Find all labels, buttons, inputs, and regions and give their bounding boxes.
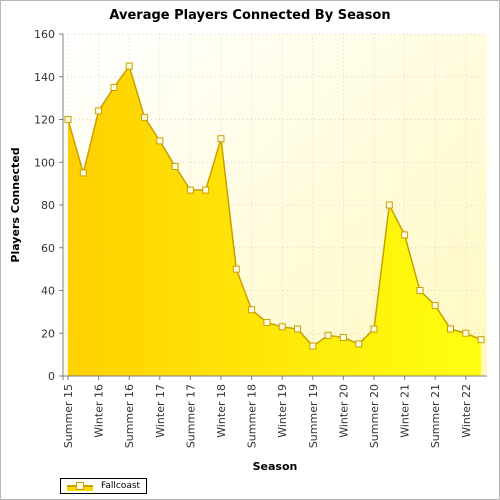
data-point (202, 186, 210, 194)
legend: Fallcoast (60, 478, 148, 494)
y-tick-label: 0 (48, 370, 55, 383)
data-point (462, 329, 470, 337)
x-tick-label: Summer 18 (246, 384, 259, 448)
data-point (248, 306, 256, 314)
x-tick-label: Summer 16 (123, 384, 136, 448)
data-point (186, 186, 194, 194)
data-point (447, 325, 454, 333)
data-point (309, 342, 317, 350)
data-point (416, 287, 424, 294)
x-tick-label: Summer 15 (62, 384, 75, 448)
x-tick-label: Winter 16 (93, 384, 106, 438)
data-point (64, 116, 72, 123)
y-tick-label: 20 (41, 327, 55, 340)
data-point (355, 340, 363, 348)
x-tick-label: Summer 20 (368, 384, 381, 448)
x-axis-label: Season (253, 460, 298, 473)
x-tick-label: Winter 18 (215, 384, 228, 438)
data-point (125, 62, 133, 70)
data-point (339, 334, 347, 342)
data-point (385, 201, 393, 209)
y-tick-label: 100 (34, 156, 55, 169)
data-point (95, 107, 103, 115)
x-tick-label: Summer 21 (429, 384, 442, 448)
x-tick-label: Winter 22 (460, 384, 473, 438)
y-tick-label: 160 (34, 28, 55, 41)
data-point (431, 301, 439, 309)
data-point (217, 135, 225, 143)
y-tick-label: 60 (41, 242, 55, 255)
data-point (477, 336, 485, 344)
data-point (156, 137, 164, 145)
series-line (67, 64, 482, 348)
x-tick-label: Winter 19 (276, 384, 289, 438)
x-tick-label: Winter 21 (399, 384, 412, 438)
y-tick-label: 140 (34, 71, 55, 84)
data-point (278, 323, 286, 331)
data-point (171, 163, 179, 171)
x-tick-label: Summer 19 (307, 384, 320, 448)
y-tick-label: 80 (41, 199, 55, 212)
data-point (263, 319, 271, 327)
y-axis-label: Players Connected (9, 147, 22, 262)
legend-swatch (65, 480, 95, 492)
data-point (79, 169, 87, 177)
x-tick-label: Winter 17 (154, 384, 167, 438)
data-point (294, 325, 301, 333)
data-point (370, 325, 378, 333)
x-tick-label: Summer 17 (184, 384, 197, 448)
chart-title: Average Players Connected By Season (109, 8, 391, 23)
legend-label: Fallcoast (101, 481, 141, 491)
y-tick-label: 40 (41, 285, 55, 298)
x-tick-label: Winter 20 (337, 384, 350, 438)
data-point (110, 83, 118, 91)
data-point (401, 231, 409, 239)
data-point (324, 331, 332, 339)
data-point (141, 113, 148, 121)
data-point (232, 265, 240, 273)
y-tick-label: 120 (34, 114, 55, 127)
